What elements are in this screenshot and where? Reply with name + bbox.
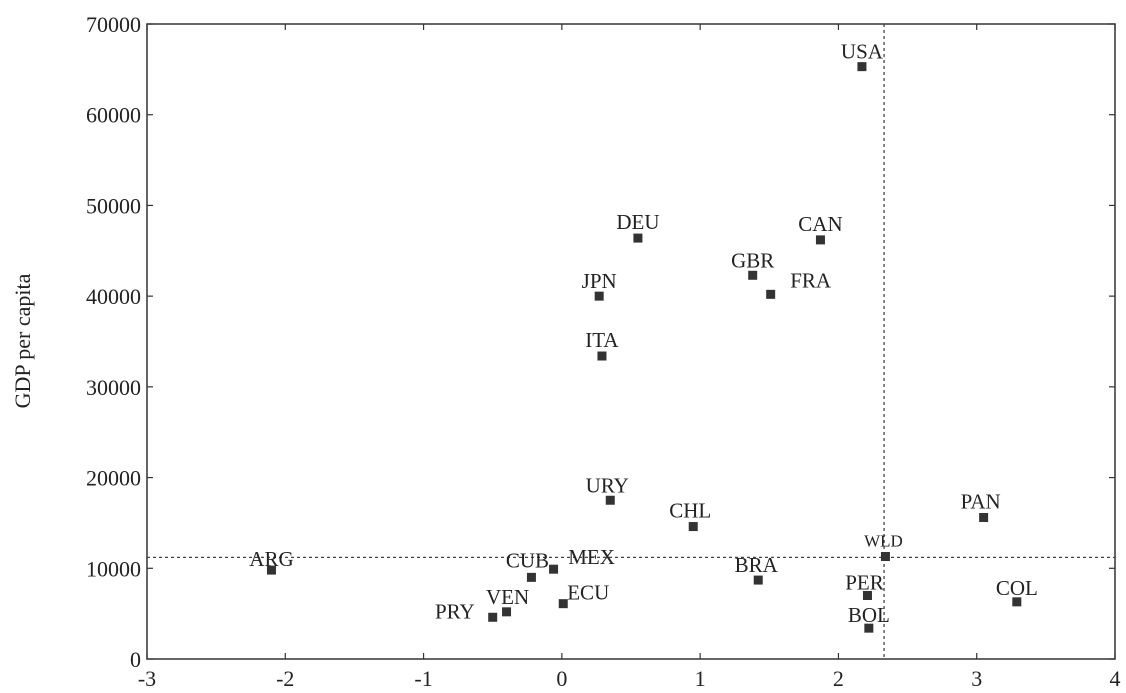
point-label-col: COL bbox=[996, 576, 1038, 600]
point-marker-ury bbox=[605, 495, 615, 505]
y-tick-label: 60000 bbox=[86, 103, 141, 128]
y-tick-label: 10000 bbox=[86, 556, 141, 581]
point-marker-arg bbox=[266, 565, 276, 575]
point-marker-col bbox=[1012, 597, 1022, 607]
point-label-arg: ARG bbox=[249, 547, 293, 571]
point-marker-fra bbox=[766, 289, 776, 299]
point-marker-can bbox=[815, 235, 825, 245]
x-tick-label: 3 bbox=[971, 666, 982, 691]
point-marker-gbr bbox=[748, 270, 758, 280]
x-tick-label: 0 bbox=[556, 666, 567, 691]
point-label-ecu: ECU bbox=[567, 581, 609, 605]
point-label-cub: CUB bbox=[506, 548, 549, 572]
y-axis-ticks: 0 10000 20000 30000 40000 50000 60000 70000 bbox=[86, 12, 1115, 672]
point-label-gbr: GBR bbox=[731, 248, 774, 272]
point-marker-pry bbox=[488, 612, 498, 622]
point-marker-deu bbox=[633, 233, 643, 243]
x-tick-label: -3 bbox=[138, 666, 156, 691]
point-marker-pan bbox=[979, 512, 989, 522]
point-label-usa: USA bbox=[841, 40, 884, 64]
point-marker-jpn bbox=[594, 291, 604, 301]
point-label-wld: WLD bbox=[864, 531, 903, 550]
plot-area-frame bbox=[146, 23, 1116, 660]
point-marker-per bbox=[862, 591, 872, 600]
x-axis-ticks: -3 -2 -1 0 1 2 3 4 bbox=[138, 24, 1121, 691]
y-tick-label: 40000 bbox=[86, 284, 141, 309]
point-marker-usa bbox=[857, 62, 867, 72]
x-tick-label: -2 bbox=[276, 666, 294, 691]
y-tick-label: 70000 bbox=[86, 12, 141, 37]
x-tick-label: 4 bbox=[1110, 666, 1121, 691]
point-label-can: CAN bbox=[798, 212, 842, 236]
point-marker-cub bbox=[526, 572, 536, 582]
point-label-ven: VEN bbox=[486, 585, 529, 609]
point-marker-mex bbox=[549, 564, 559, 574]
point-label-ury: URY bbox=[586, 473, 629, 497]
point-label-bol: BOL bbox=[848, 603, 890, 627]
point-marker-bol bbox=[864, 623, 874, 633]
point-marker-ven bbox=[502, 607, 512, 617]
x-tick-label: 1 bbox=[695, 666, 706, 691]
y-tick-label: 30000 bbox=[86, 375, 141, 400]
point-marker-bra bbox=[753, 575, 763, 585]
point-label-pry: PRY bbox=[435, 599, 475, 623]
point-marker-wld bbox=[880, 551, 890, 561]
y-tick-label: 20000 bbox=[86, 466, 141, 491]
point-marker-ecu bbox=[558, 599, 568, 609]
y-tick-label: 0 bbox=[130, 647, 141, 672]
point-marker-chl bbox=[688, 522, 698, 532]
x-tick-label: 2 bbox=[833, 666, 844, 691]
point-label-pan: PAN bbox=[961, 489, 1001, 513]
point-label-per: PER bbox=[845, 571, 884, 595]
point-label-fra: FRA bbox=[790, 268, 832, 292]
y-tick-label: 50000 bbox=[86, 193, 141, 218]
point-label-mex: MEX bbox=[568, 545, 615, 569]
point-label-ita: ITA bbox=[585, 328, 619, 352]
x-tick-label: -1 bbox=[414, 666, 432, 691]
point-marker-ita bbox=[597, 351, 607, 361]
y-axis-title: GDP per capita bbox=[10, 273, 35, 408]
point-label-bra: BRA bbox=[735, 553, 779, 577]
point-label-jpn: JPN bbox=[582, 269, 617, 293]
data-points: USA DEU CAN GBR FRA JPN ITA URY PAN CHL WLD ARG MEX C… bbox=[249, 40, 1038, 633]
point-label-chl: CHL bbox=[669, 499, 711, 523]
point-label-deu: DEU bbox=[616, 210, 659, 234]
